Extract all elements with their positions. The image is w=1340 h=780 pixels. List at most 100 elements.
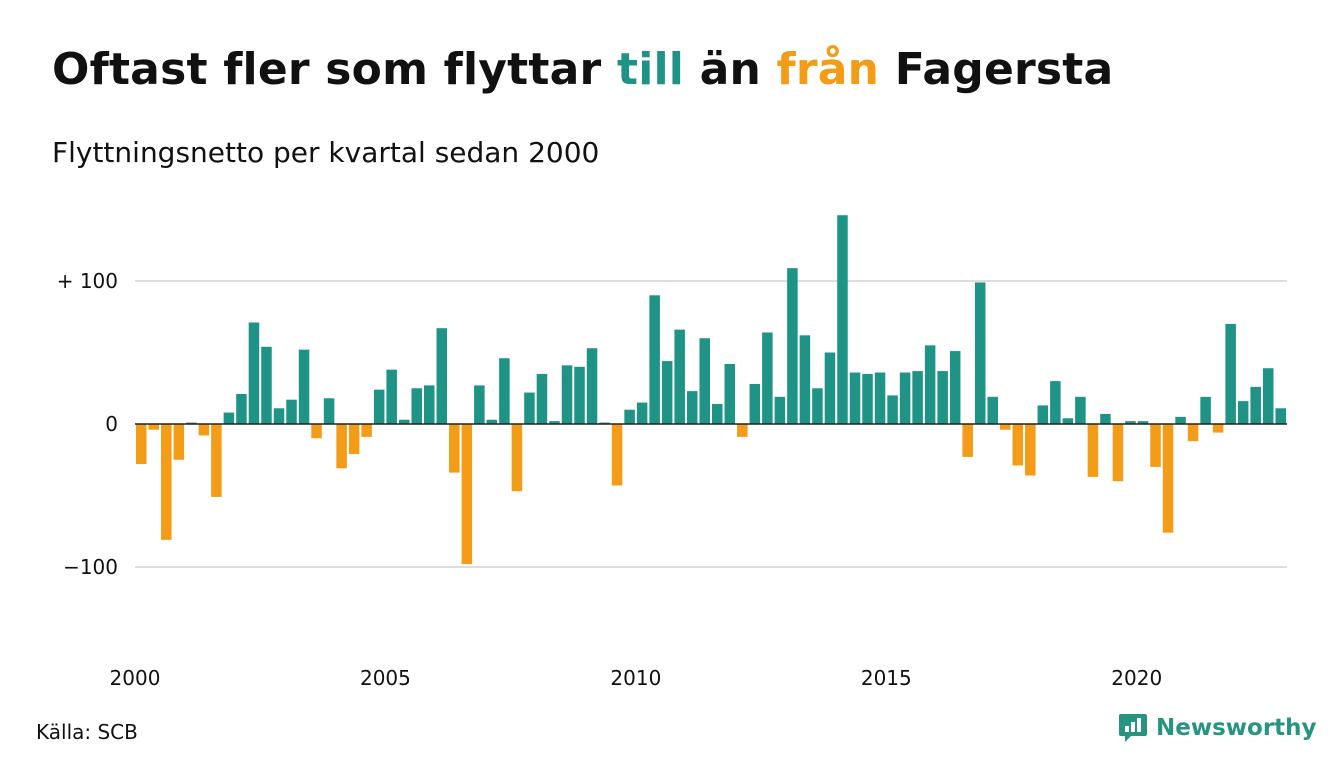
bar: [524, 392, 535, 424]
bar-chart: + 100 0 −100 2000 2005 2010 2015 2020: [57, 215, 1287, 690]
title-part-3: än: [684, 44, 777, 95]
bar: [962, 424, 973, 457]
bar: [799, 335, 811, 424]
bar: [699, 338, 710, 424]
bar: [336, 424, 347, 469]
bar: [974, 282, 986, 424]
bar: [361, 424, 372, 437]
bar: [386, 369, 397, 424]
bar: [1275, 408, 1286, 424]
bar: [461, 424, 473, 565]
bar: [499, 358, 510, 424]
bar: [1037, 405, 1049, 424]
bar: [561, 365, 573, 424]
bar: [787, 268, 798, 424]
bar: [436, 328, 448, 424]
bar: [173, 424, 185, 460]
bar: [611, 424, 623, 486]
bar: [511, 424, 523, 492]
bar: [449, 424, 460, 473]
bar: [424, 385, 435, 424]
chart-title: Oftast fler som flyttar till än från Fag…: [52, 44, 1113, 95]
bar: [636, 402, 648, 424]
bar: [1050, 381, 1061, 424]
bar: [912, 371, 923, 424]
bar: [724, 363, 736, 424]
title-part-fran: från: [776, 44, 880, 95]
bar: [812, 388, 823, 424]
bar: [286, 399, 297, 424]
bar: [1112, 424, 1124, 482]
bar: [1187, 424, 1199, 442]
bar: [536, 373, 548, 424]
newsworthy-brand: Newsworthy: [1118, 712, 1317, 744]
bar: [298, 349, 310, 424]
brand-name: Newsworthy: [1156, 715, 1317, 741]
bar: [1250, 386, 1261, 424]
y-tick-label: 0: [105, 412, 118, 436]
bar: [1125, 421, 1136, 424]
bar: [1062, 418, 1074, 424]
bar: [924, 345, 936, 424]
bar: [323, 398, 335, 424]
bar: [1087, 424, 1099, 477]
bar: [1237, 401, 1249, 424]
title-part-5: Fagersta: [879, 44, 1114, 95]
bar: [1212, 424, 1224, 433]
bar: [198, 424, 210, 436]
bar: [774, 396, 786, 424]
bar: [624, 409, 635, 424]
bar: [311, 424, 322, 439]
bar: [937, 371, 948, 424]
bar: [1225, 323, 1236, 424]
x-tick-label: 2020: [1111, 666, 1162, 690]
bar: [1012, 424, 1024, 466]
x-tick-label: 2015: [861, 666, 912, 690]
bar: [273, 408, 285, 424]
y-tick-label: −100: [63, 555, 118, 579]
x-tick-label: 2005: [360, 666, 411, 690]
bar: [899, 372, 911, 424]
bar: [1075, 396, 1086, 424]
newsworthy-logo-icon: [1119, 714, 1147, 742]
bar: [586, 348, 598, 424]
bar: [411, 388, 422, 424]
bar: [1262, 368, 1274, 424]
y-tick-label: + 100: [57, 269, 118, 293]
bar: [862, 373, 873, 424]
bar: [1100, 413, 1111, 424]
bar: [737, 424, 748, 437]
x-tick-label: 2010: [610, 666, 661, 690]
bar: [474, 385, 485, 424]
bar: [549, 421, 560, 424]
bar: [987, 396, 998, 424]
bar: [348, 424, 360, 455]
bar: [874, 372, 886, 424]
bar: [674, 329, 685, 424]
bar: [661, 361, 673, 424]
bar: [1175, 416, 1186, 424]
bar: [148, 424, 160, 430]
source-label: Källa: SCB: [36, 720, 138, 744]
chart-subtitle: Flyttningsnetto per kvartal sedan 2000: [52, 136, 600, 169]
bar: [849, 372, 861, 424]
bar: [136, 424, 147, 465]
title-part-1: Oftast fler som flyttar: [52, 44, 617, 95]
bar: [837, 215, 848, 424]
bar: [223, 412, 235, 424]
bar: [1137, 421, 1149, 424]
bar: [949, 351, 961, 424]
bar: [248, 322, 260, 424]
bar: [1200, 396, 1211, 424]
bar: [574, 366, 585, 424]
bar: [749, 383, 761, 424]
bar: [649, 295, 660, 424]
bar: [486, 419, 498, 424]
bar: [1162, 424, 1174, 533]
x-tick-label: 2000: [110, 666, 161, 690]
bar: [712, 403, 723, 424]
bar: [161, 424, 172, 540]
bar: [398, 419, 410, 424]
bar: [887, 395, 898, 424]
bar: [1150, 424, 1161, 467]
